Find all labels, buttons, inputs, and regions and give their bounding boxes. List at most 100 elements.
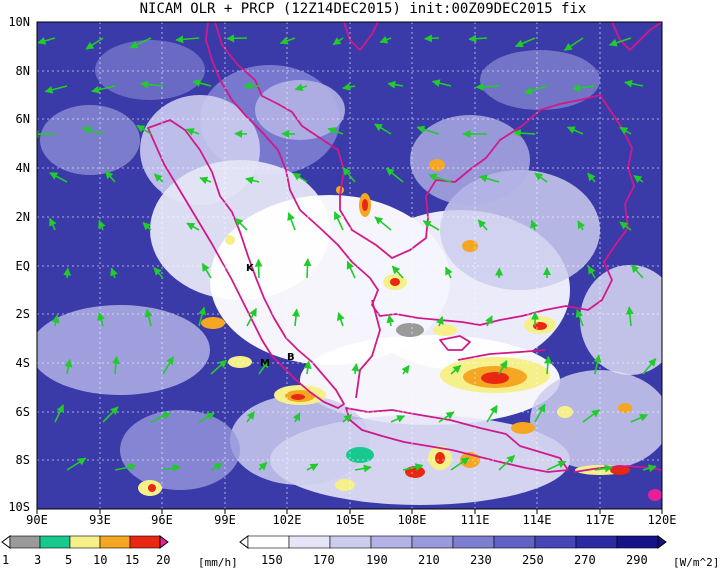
wind-arrow [416,125,440,135]
wind-arrow [185,128,200,136]
wind-arrow [64,358,73,375]
wind-arrow [444,266,453,279]
wind-arrow [575,309,584,327]
wind-arrow [254,258,263,279]
precip-colorbar-swatch [9,535,41,549]
wind-arrow [401,364,410,375]
lat-label: EQ [15,259,30,273]
wind-arrow [333,211,344,231]
wind-arrow [303,360,312,375]
precip-colorbar [1,535,169,549]
wind-arrow [428,173,452,183]
wind-arrow [210,462,223,471]
wind-arrow [390,415,406,423]
wind-arrow [332,37,344,46]
wind-arrow [104,170,116,183]
lon-label: 105E [335,513,365,527]
wind-arrow [608,37,632,47]
lon-label: 117E [585,513,615,527]
wind-arrow [287,212,296,231]
olr-tick: 290 [626,553,648,567]
wind-arrow [438,411,455,423]
lat-label: 4S [15,356,30,370]
wind-arrow [402,463,424,471]
lat-label: 8S [15,453,30,467]
wind-arrow [351,363,360,375]
wind-arrow [374,123,392,135]
wind-arrow [198,412,215,423]
wind-arrow [175,35,200,44]
wind-arrow [144,308,153,327]
wind-arrow [162,356,175,375]
coastlines [147,22,662,473]
precip-colorbar-low-cap [1,535,11,549]
lat-label: 4N [15,161,30,175]
place-marker-k: K [246,263,254,274]
wind-arrow [139,80,164,89]
wind-arrow [475,82,500,91]
wind-arrow [111,355,120,375]
wind-arrow [246,411,255,423]
precip-tick: 5 [65,553,73,567]
precip-tick: 15 [125,553,140,567]
wind-arrow [54,404,65,423]
olr-tick: 190 [366,553,388,567]
olr-cloud-field [37,40,662,505]
wind-arrow [477,219,488,231]
wind-arrow [292,172,308,183]
wind-arrow [258,462,268,471]
precip-tick: 1 [2,553,10,567]
wind-arrow [572,83,596,92]
wind-arrow [619,126,632,135]
wind-arrow [258,359,270,375]
olr-tick: 210 [418,553,440,567]
wind-arrow [514,37,536,48]
wind-arrow [582,409,601,423]
lon-label: 111E [460,513,490,527]
wind-arrow [186,222,200,231]
lon-label: 114E [522,513,552,527]
wind-arrow [102,406,119,423]
lon-label: 120E [647,513,677,527]
lon-label: 93E [89,513,111,527]
precip-colorbar-swatch [129,535,161,549]
wind-arrow [619,221,632,231]
wind-arrow [303,258,312,279]
wind-arrow [91,85,116,94]
lat-label: 2N [15,210,30,224]
lat-label: 10N [8,15,30,29]
wind-arrow [534,403,546,423]
precip-colorbar-high-cap [159,535,169,549]
wind-arrow [354,464,372,473]
precip-unit: [mm/h] [198,556,238,569]
wind-arrow [234,217,248,231]
wind-arrow [162,464,181,472]
olr-tick: 170 [313,553,335,567]
lat-label: 2S [15,307,30,321]
olr-colorbar-swatch [411,535,454,549]
wind-arrow [624,79,644,88]
wind-arrow [210,359,228,375]
wind-arrow [292,412,301,423]
precip-tick: 20 [156,553,171,567]
wind-arrow [49,172,68,183]
wind-arrow [387,80,404,89]
precip-colorbar-swatch [99,535,131,549]
wind-arrow [630,414,649,423]
precipitation-cells [138,159,662,501]
wind-arrow [424,34,440,43]
olr-colorbar-low-cap [239,535,249,549]
wind-arrow [566,126,584,135]
lon-label: 96E [151,513,173,527]
wind-arrow [431,79,452,88]
olr-colorbar-swatch [616,535,659,549]
olr-colorbar-swatch [452,535,495,549]
wind-arrow [625,306,634,327]
wind-arrow [534,172,548,183]
wind-arrow [66,457,87,471]
wind-arrow [374,216,392,231]
wind-arrow [342,167,356,183]
lon-label: 99E [214,513,236,527]
wind-arrow [291,308,300,327]
wind-arrow [37,37,56,45]
